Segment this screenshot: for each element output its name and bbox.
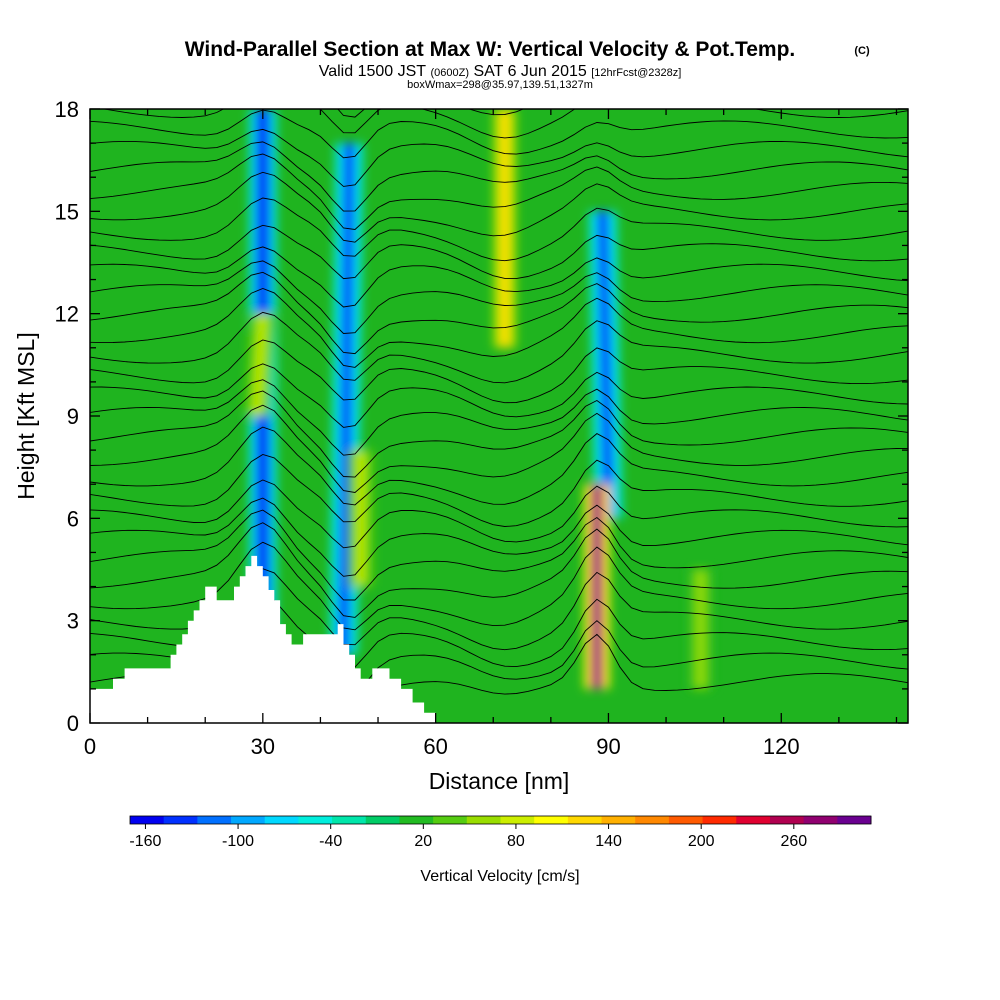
x-tick-label: 60	[423, 734, 447, 759]
isentrope-line	[90, 109, 908, 159]
isentrope-line	[90, 153, 908, 230]
y-tick-label: 12	[55, 302, 79, 327]
colorbar-swatch	[668, 816, 704, 824]
colorbar-swatch	[769, 816, 805, 824]
isentrope-line	[90, 522, 908, 618]
x-tick-label: 30	[251, 734, 275, 759]
y-tick-label: 15	[55, 199, 79, 224]
downdraft-streak	[340, 143, 353, 655]
utc-time: (0600Z)	[431, 67, 470, 79]
isentrope-line	[90, 497, 908, 577]
colorbar-swatch	[601, 816, 636, 824]
y-tick-label: 18	[55, 97, 79, 122]
colorbar-swatch	[803, 816, 838, 824]
y-axis: 0 3 6 9 12 15 18	[55, 97, 908, 736]
updraft-streak	[500, 109, 509, 348]
potential-temperature-contours	[90, 109, 908, 723]
copyright-mark: (C)	[854, 45, 870, 57]
x-tick-label: 0	[84, 734, 96, 759]
valid-date: SAT 6 Jun 2015	[474, 63, 587, 80]
isentrope-line	[337, 109, 525, 118]
isentrope-line	[90, 509, 908, 601]
isentrope-line	[90, 246, 908, 308]
isentrope-line	[90, 271, 908, 355]
colorbar-swatch	[399, 816, 434, 824]
colorbar-swatch	[500, 816, 535, 824]
box-info: boxWmax=298@35.97,139.51,1327m	[407, 79, 593, 91]
updraft-streak	[356, 450, 365, 587]
colorbar-tick-label: 20	[414, 833, 432, 850]
x-axis-label: Distance [nm]	[429, 768, 570, 794]
y-tick-label: 3	[67, 609, 79, 634]
colorbar-swatch	[837, 816, 872, 824]
colorbar-tick-label: 200	[688, 833, 715, 850]
isentrope-line	[90, 363, 908, 428]
plot-area	[90, 109, 908, 723]
isentrope-line	[101, 109, 908, 139]
downdraft-streak	[599, 211, 612, 519]
velocity-field	[244, 109, 714, 689]
isentrope-line	[90, 390, 908, 478]
colorbar-swatch	[702, 816, 737, 824]
colorbar-swatch	[635, 816, 670, 824]
valid-time: Valid 1500 JST	[319, 63, 427, 80]
y-tick-label: 6	[67, 506, 79, 531]
updraft-streak	[592, 484, 601, 689]
colorbar-tick-label: -160	[129, 833, 161, 850]
colorbar-tick-label: 260	[780, 833, 807, 850]
colorbar-swatch	[264, 816, 299, 824]
colorbar-swatch	[130, 816, 165, 824]
colorbar-swatch	[736, 816, 771, 824]
colorbar-swatch	[433, 816, 468, 824]
isentrope-line	[90, 224, 908, 280]
colorbar-swatch	[298, 816, 333, 824]
y-tick-label: 0	[67, 711, 79, 736]
colorbar-swatch	[231, 816, 266, 824]
isentrope-line	[90, 454, 908, 527]
x-tick-label: 120	[763, 734, 800, 759]
forecast-info: [12hrFcst@2328z]	[591, 67, 681, 79]
colorbar-tick-label: -40	[319, 833, 342, 850]
isentrope-line	[90, 171, 908, 243]
isentrope-line	[90, 404, 908, 493]
colorbar-frame	[129, 815, 872, 825]
isentrope-line	[90, 288, 908, 368]
chart-subtitle: Valid 1500 JST (0600Z) SAT 6 Jun 2015 [1…	[319, 63, 682, 80]
colorbar-swatch	[163, 816, 198, 824]
isentrope-line	[90, 311, 908, 384]
colorbar-swatch	[567, 816, 603, 824]
colorbar-label: Vertical Velocity [cm/s]	[420, 868, 579, 885]
colorbar-tick-label: 140	[595, 833, 622, 850]
isentrope-line	[90, 260, 908, 334]
isentrope-line	[90, 197, 908, 262]
colorbar-swatch	[466, 816, 501, 824]
terrain	[90, 555, 908, 723]
x-tick-label: 90	[596, 734, 620, 759]
isentrope-line	[90, 541, 908, 631]
isentrope-line	[90, 379, 908, 456]
colorbar-swatch	[534, 816, 569, 824]
colorbar-swatch	[332, 816, 367, 824]
chart-title: Wind-Parallel Section at Max W: Vertical…	[185, 38, 796, 61]
colorbar-tick-label: 80	[507, 833, 525, 850]
y-axis-label: Height [Kft MSL]	[13, 332, 39, 499]
colorbar-swatch	[365, 816, 400, 824]
isentrope-line	[90, 141, 908, 212]
x-axis: 0 30 60 90 120	[84, 109, 898, 759]
isentrope-line	[90, 479, 908, 549]
isentrope-line	[90, 426, 908, 506]
colorbar: -160 -100 -40 20 80 140 200 260	[129, 815, 872, 850]
isentrope-line	[90, 339, 908, 404]
y-tick-label: 9	[67, 404, 79, 429]
colorbar-swatch	[197, 816, 232, 824]
colorbar-tick-label: -100	[222, 833, 254, 850]
isentrope-line	[90, 128, 908, 187]
